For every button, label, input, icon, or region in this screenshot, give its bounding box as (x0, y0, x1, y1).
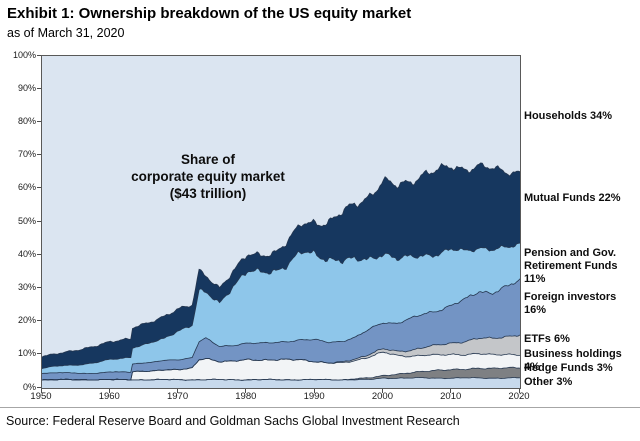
y-axis-label-80: 80% (17, 115, 36, 126)
boundary-line-etfs (42, 334, 520, 381)
y-axis-label-60: 60% (17, 182, 36, 193)
y-tick (37, 386, 41, 388)
x-tick (518, 388, 520, 393)
y-tick (37, 87, 41, 89)
series-label-business-holdings: Business holdings 4% (524, 348, 622, 373)
y-axis-label-70: 70% (17, 149, 36, 160)
y-tick (37, 253, 41, 255)
y-axis-label-10: 10% (17, 348, 36, 359)
boundary-line-mutual-funds (42, 162, 520, 358)
x-tick (177, 388, 179, 393)
x-axis-label-2020: 2020 (508, 391, 530, 402)
y-axis-label-40: 40% (17, 248, 36, 259)
y-tick (37, 54, 41, 56)
series-label-etfs: ETFs 6% (524, 333, 570, 345)
footer-divider (0, 407, 640, 408)
y-axis-label-0: 0% (22, 381, 36, 392)
chart-annotation: Share of corporate equity market ($43 tr… (131, 152, 285, 201)
stacked-area-plot: Share of corporate equity market ($43 tr… (41, 55, 521, 389)
boundary-line-foreign-investors (42, 278, 520, 375)
area-foreign-investors (42, 278, 520, 381)
x-axis-label-1970: 1970 (166, 391, 189, 402)
y-tick (37, 286, 41, 288)
y-axis-label-30: 30% (17, 281, 36, 292)
y-axis-label-90: 90% (17, 82, 36, 93)
series-label-foreign-investors: Foreign investors 16% (524, 291, 617, 316)
x-axis-label-1990: 1990 (303, 391, 325, 402)
page-subtitle: as of March 31, 2020 (7, 26, 125, 40)
x-tick (313, 388, 315, 393)
y-tick (37, 353, 41, 355)
area-mutual-funds (42, 162, 520, 369)
x-tick (108, 388, 110, 393)
y-tick (37, 320, 41, 322)
x-axis-label-2000: 2000 (371, 391, 393, 402)
series-label-other: Other 3% (524, 376, 573, 388)
boundary-line-pension-and-gov-retirement-funds (42, 242, 520, 369)
area-pension-and-gov-retirement-funds (42, 243, 520, 374)
area-hedge-funds (42, 367, 520, 381)
y-axis-label-50: 50% (17, 215, 36, 226)
x-axis-label-1960: 1960 (98, 391, 120, 402)
y-tick (37, 187, 41, 189)
stacked-area-svg (42, 162, 520, 388)
series-label-mutual-funds: Mutual Funds 22% (524, 192, 621, 204)
series-label-households: Households 34% (524, 110, 613, 122)
y-tick (37, 220, 41, 222)
series-label-pension-funds: Pension and Gov. Retirement Funds 11% (524, 247, 618, 285)
x-tick (40, 388, 42, 393)
y-axis-label-100: 100% (12, 49, 36, 60)
x-tick (450, 388, 452, 393)
x-axis-label-2010: 2010 (440, 391, 462, 402)
x-axis-label-1950: 1950 (30, 391, 52, 402)
x-tick (381, 388, 383, 393)
series-label-hedge-funds: Hedge Funds 3% (524, 362, 613, 374)
x-tick (245, 388, 247, 393)
y-tick (37, 120, 41, 122)
y-axis-label-20: 20% (17, 315, 36, 326)
y-tick (37, 154, 41, 156)
source-note: Source: Federal Reserve Board and Goldma… (6, 414, 460, 428)
page-title: Exhibit 1: Ownership breakdown of the US… (7, 5, 412, 22)
x-axis-label-1980: 1980 (235, 391, 257, 402)
area-other (42, 377, 520, 388)
